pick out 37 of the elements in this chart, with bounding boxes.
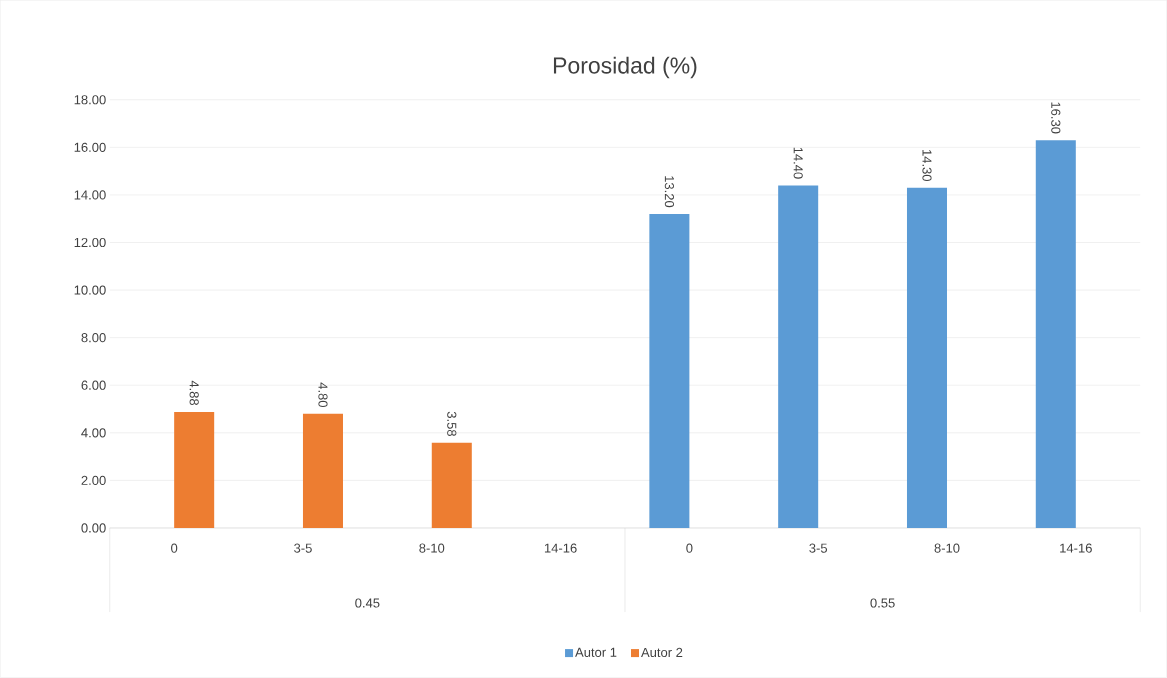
y-tick-label: 2.00 bbox=[81, 475, 106, 486]
data-label: 3.58 bbox=[447, 411, 457, 437]
legend-label: Autor 1 bbox=[575, 647, 617, 658]
y-tick-label: 10.00 bbox=[74, 285, 106, 295]
data-label: 16.30 bbox=[1051, 102, 1061, 134]
text: 0.45 bbox=[355, 598, 380, 608]
y-tick-label: 18.00 bbox=[74, 95, 106, 105]
bar bbox=[778, 185, 819, 529]
bar bbox=[302, 413, 343, 529]
x-tick-label: 8-10 bbox=[934, 543, 960, 553]
x-tick-label: 0 bbox=[686, 543, 693, 553]
bar bbox=[906, 187, 947, 529]
bar bbox=[1035, 140, 1076, 529]
x-tick-label: 0 bbox=[171, 543, 178, 553]
bar bbox=[649, 214, 690, 529]
y-tick-label: 6.00 bbox=[81, 380, 106, 390]
bar bbox=[431, 442, 472, 529]
y-tick-label: 14.00 bbox=[74, 190, 106, 200]
y-tick-label: 4.00 bbox=[81, 428, 106, 438]
x-tick-label: 14-16 bbox=[1060, 543, 1092, 553]
text: 0.55 bbox=[870, 598, 895, 608]
data-label: 14.30 bbox=[922, 150, 932, 182]
y-tick-label: 0.00 bbox=[81, 523, 106, 533]
x-tick-label: 3-5 bbox=[294, 543, 312, 553]
bar bbox=[174, 412, 215, 529]
x-tick-label: 14-16 bbox=[544, 543, 577, 553]
data-label: 13.20 bbox=[664, 176, 674, 208]
y-tick-label: 12.00 bbox=[74, 238, 106, 248]
chart-title: Porosidad (%) bbox=[553, 56, 697, 79]
x-tick-label: 3-5 bbox=[809, 543, 828, 553]
legend-label: Autor 2 bbox=[641, 647, 683, 658]
x-tick-label: 8-10 bbox=[419, 543, 445, 553]
data-label: 4.88 bbox=[189, 380, 199, 406]
data-label: 4.80 bbox=[318, 382, 328, 408]
y-tick-label: 8.00 bbox=[81, 333, 106, 343]
y-tick-label: 16.00 bbox=[74, 142, 106, 153]
data-label: 14.40 bbox=[793, 147, 803, 179]
